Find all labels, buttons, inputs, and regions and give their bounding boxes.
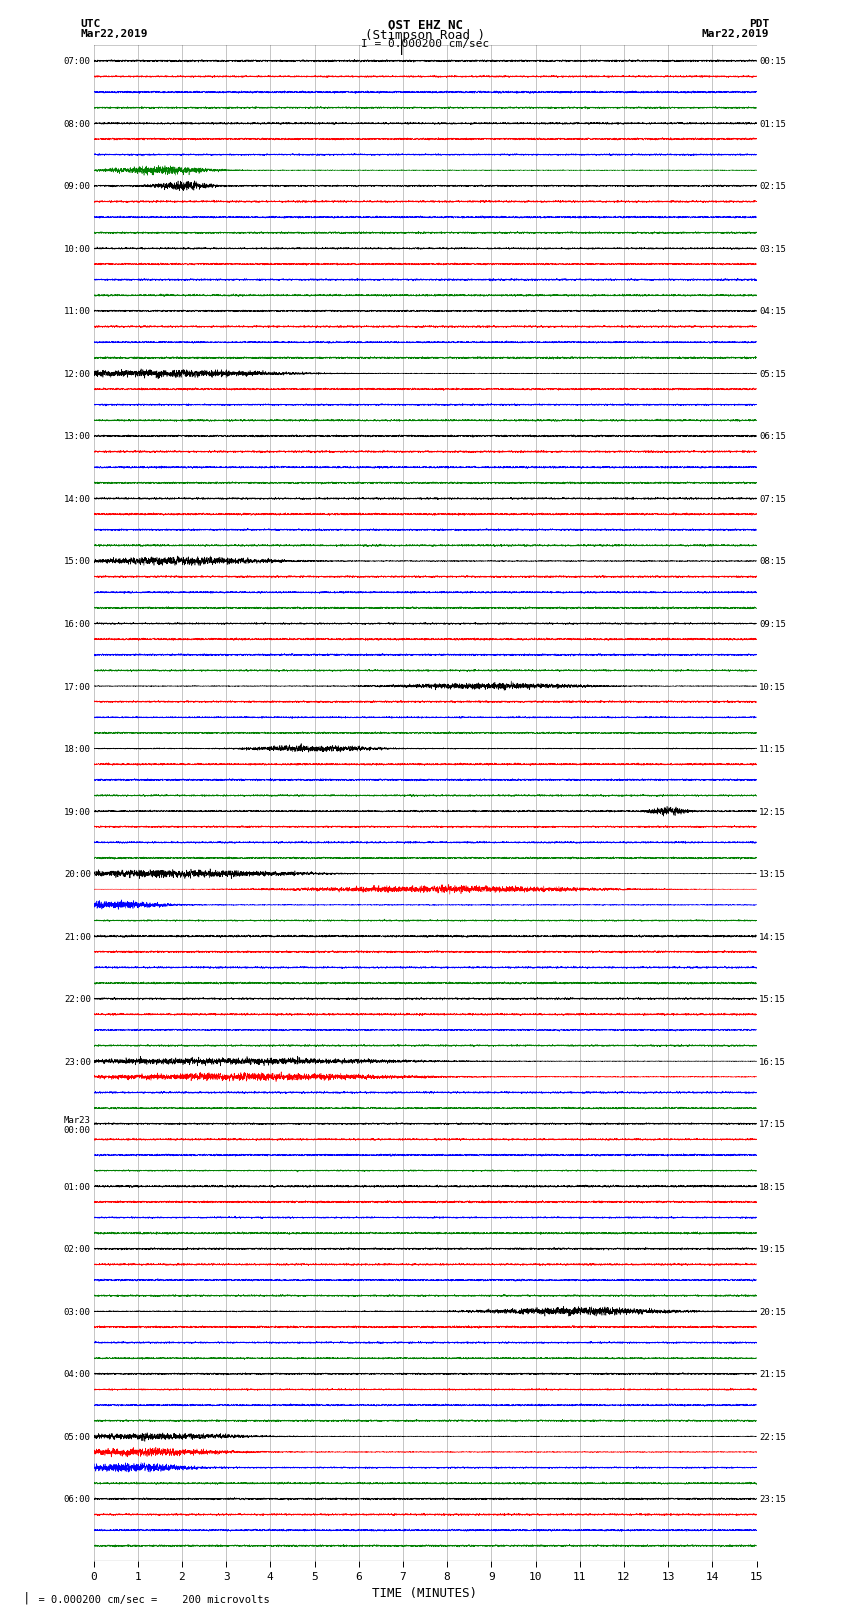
- Text: |: |: [23, 1592, 31, 1605]
- Text: (Stimpson Road ): (Stimpson Road ): [365, 29, 485, 42]
- X-axis label: TIME (MINUTES): TIME (MINUTES): [372, 1587, 478, 1600]
- Text: = 0.000200 cm/sec =    200 microvolts: = 0.000200 cm/sec = 200 microvolts: [26, 1595, 269, 1605]
- Text: UTC: UTC: [81, 19, 101, 29]
- Text: Mar22,2019: Mar22,2019: [702, 29, 769, 39]
- Text: I = 0.000200 cm/sec: I = 0.000200 cm/sec: [361, 39, 489, 48]
- Text: |: |: [397, 39, 405, 55]
- Text: OST EHZ NC: OST EHZ NC: [388, 19, 462, 32]
- Text: PDT: PDT: [749, 19, 769, 29]
- Text: Mar22,2019: Mar22,2019: [81, 29, 148, 39]
